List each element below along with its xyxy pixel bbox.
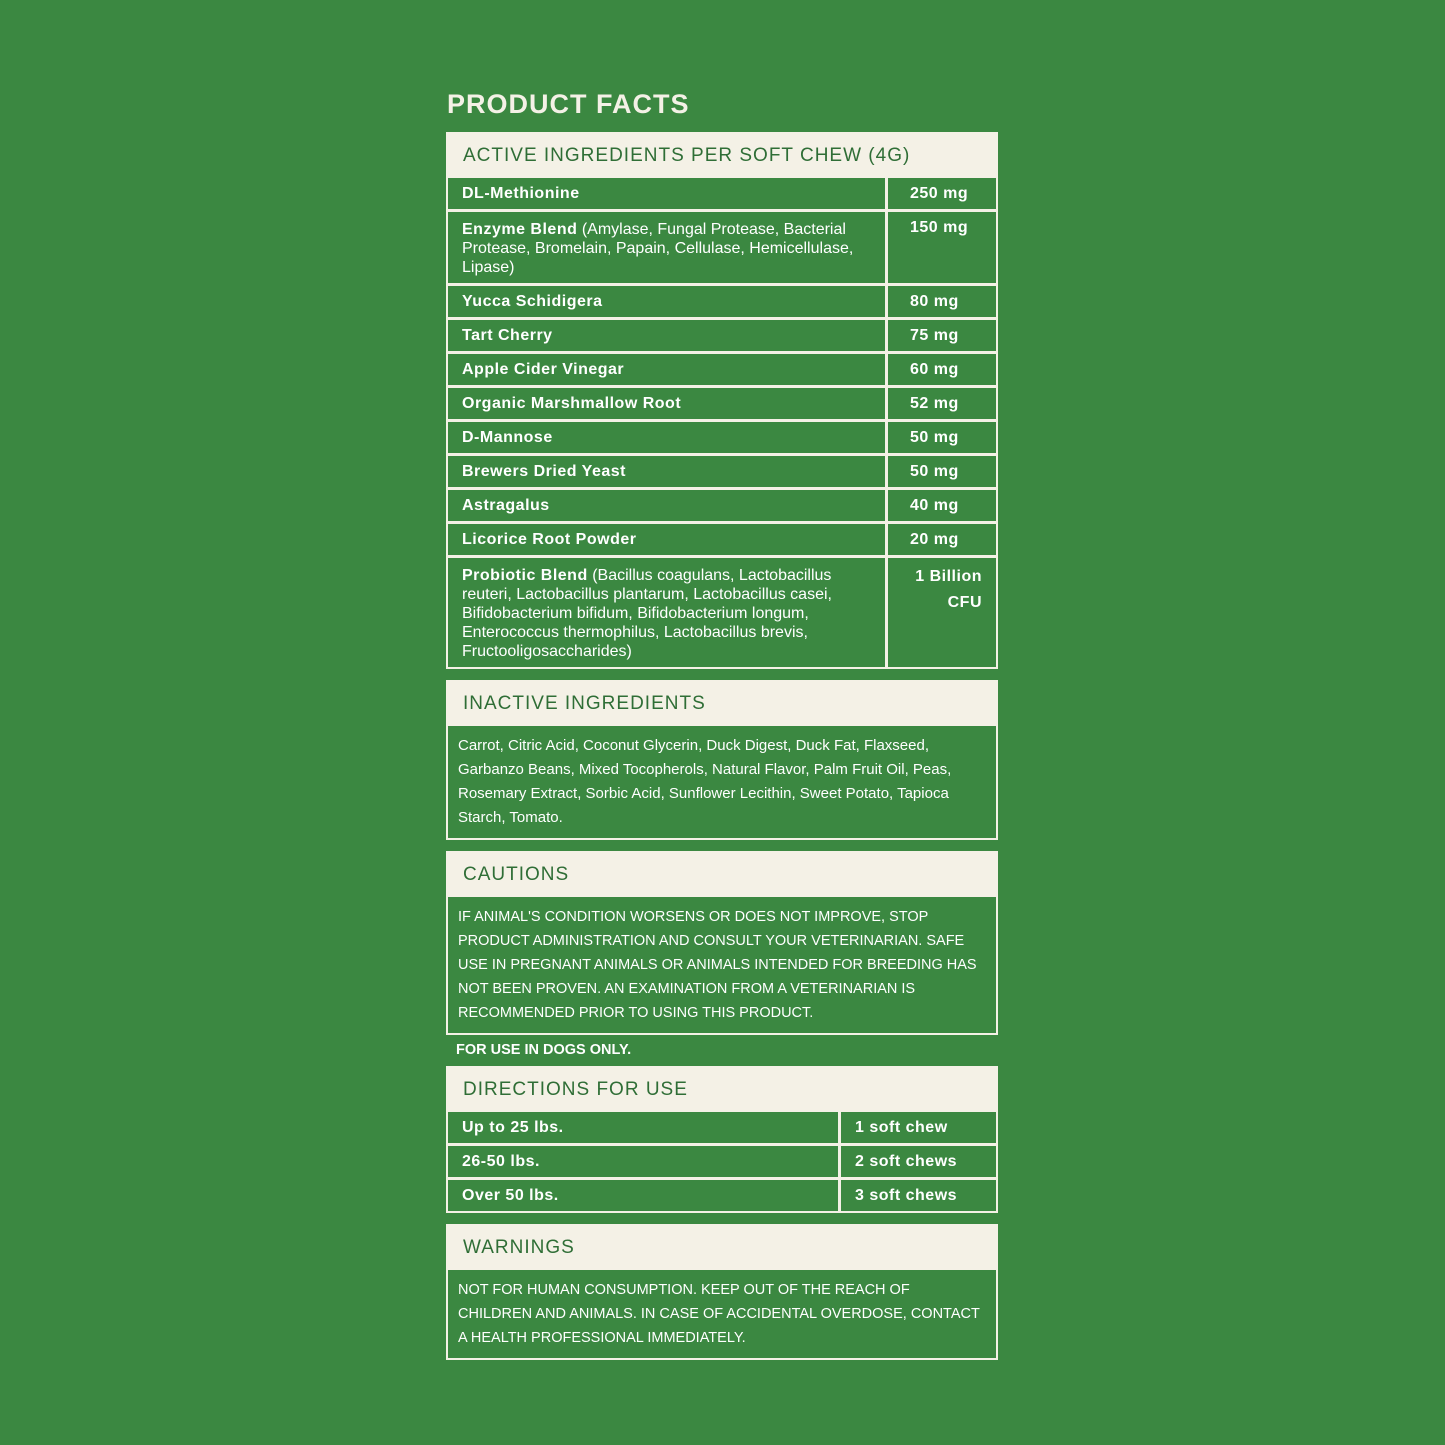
- section-header: ACTIVE INGREDIENTS PER SOFT CHEW (4G): [463, 145, 911, 166]
- ingredient-amount: 150 mg: [888, 212, 996, 283]
- ingredient-name-cell: D-Mannose: [448, 422, 885, 453]
- ingredient-name: D-Mannose: [462, 429, 553, 446]
- ingredient-name-cell: Licorice Root Powder: [448, 524, 885, 555]
- active-ingredients-section: ACTIVE INGREDIENTS PER SOFT CHEW (4G) DL…: [446, 132, 998, 669]
- ingredient-amount: 50 mg: [888, 422, 996, 453]
- ingredient-name: Brewers Dried Yeast: [462, 463, 626, 480]
- section-header: DIRECTIONS FOR USE: [463, 1079, 688, 1100]
- section-header: WARNINGS: [463, 1237, 575, 1258]
- ingredient-name-cell: Yucca Schidigera: [448, 286, 885, 317]
- ingredient-name-cell: Enzyme Blend (Amylase, Fungal Protease, …: [448, 212, 885, 283]
- ingredient-amount: 80 mg: [888, 286, 996, 317]
- ingredient-detail: (Bacillus coagulans, Lactobacillus reute…: [462, 567, 832, 660]
- directions-section: DIRECTIONS FOR USE Up to 25 lbs. 1 soft c…: [446, 1066, 998, 1213]
- ingredient-name: Organic Marshmallow Root: [462, 395, 682, 412]
- warnings-text: NOT FOR HUMAN CONSUMPTION. KEEP OUT OF T…: [448, 1270, 996, 1358]
- ingredient-name-cell: Tart Cherry: [448, 320, 885, 351]
- ingredient-name: Yucca Schidigera: [462, 293, 603, 310]
- ingredient-amount: 52 mg: [888, 388, 996, 419]
- dose: 2 soft chews: [841, 1146, 996, 1177]
- active-ingredients-table: DL-Methionine 250 mg Enzyme Blend (Amylase…: [448, 178, 996, 667]
- ingredient-name-cell: Organic Marshmallow Root: [448, 388, 885, 419]
- page-title: PRODUCT FACTS: [447, 89, 690, 119]
- product-facts-label: PRODUCT FACTS ACTIVE INGREDIENTS PER SOF…: [446, 86, 998, 1360]
- inactive-ingredients-section: INACTIVE INGREDIENTS Carrot, Citric Acid…: [446, 680, 998, 840]
- ingredient-amount: 75 mg: [888, 320, 996, 351]
- ingredient-amount: 40 mg: [888, 490, 996, 521]
- ingredient-name-cell: Brewers Dried Yeast: [448, 456, 885, 487]
- ingredient-amount: 60 mg: [888, 354, 996, 385]
- ingredient-amount: 250 mg: [888, 178, 996, 209]
- weight-range: 26-50 lbs.: [448, 1146, 838, 1177]
- dose: 1 soft chew: [841, 1112, 996, 1143]
- ingredient-name: Licorice Root Powder: [462, 531, 637, 548]
- directions-table: Up to 25 lbs. 1 soft chew 26-50 lbs. 2 soft…: [448, 1112, 996, 1211]
- ingredient-name: Tart Cherry: [462, 327, 553, 344]
- section-header: INACTIVE INGREDIENTS: [463, 693, 706, 714]
- ingredient-name: Probiotic Blend: [462, 567, 588, 584]
- ingredient-detail: (Amylase, Fungal Protease, Bacterial Pro…: [462, 221, 854, 276]
- ingredient-name-cell: Probiotic Blend (Bacillus coagulans, Lac…: [448, 558, 885, 667]
- cautions-section: CAUTIONS IF ANIMAL'S CONDITION WORSENS O…: [446, 851, 998, 1035]
- ingredient-name-cell: DL-Methionine: [448, 178, 885, 209]
- ingredient-name: Enzyme Blend: [462, 221, 578, 238]
- warnings-section: WARNINGS NOT FOR HUMAN CONSUMPTION. KEEP…: [446, 1224, 998, 1360]
- ingredient-amount: 50 mg: [888, 456, 996, 487]
- section-header: CAUTIONS: [463, 864, 570, 885]
- ingredient-name-cell: Apple Cider Vinegar: [448, 354, 885, 385]
- inactive-ingredients-text: Carrot, Citric Acid, Coconut Glycerin, D…: [448, 726, 996, 838]
- ingredient-name: Apple Cider Vinegar: [462, 361, 625, 378]
- dose: 3 soft chews: [841, 1180, 996, 1211]
- weight-range: Over 50 lbs.: [448, 1180, 838, 1211]
- ingredient-amount: 1 Billion CFU: [888, 558, 996, 667]
- weight-range: Up to 25 lbs.: [448, 1112, 838, 1143]
- ingredient-name: Astragalus: [462, 497, 550, 514]
- cautions-text: IF ANIMAL'S CONDITION WORSENS OR DOES NO…: [448, 897, 996, 1033]
- ingredient-name: DL-Methionine: [462, 185, 580, 202]
- ingredient-name-cell: Astragalus: [448, 490, 885, 521]
- dogs-only-note: FOR USE IN DOGS ONLY.: [456, 1042, 632, 1058]
- ingredient-amount: 20 mg: [888, 524, 996, 555]
